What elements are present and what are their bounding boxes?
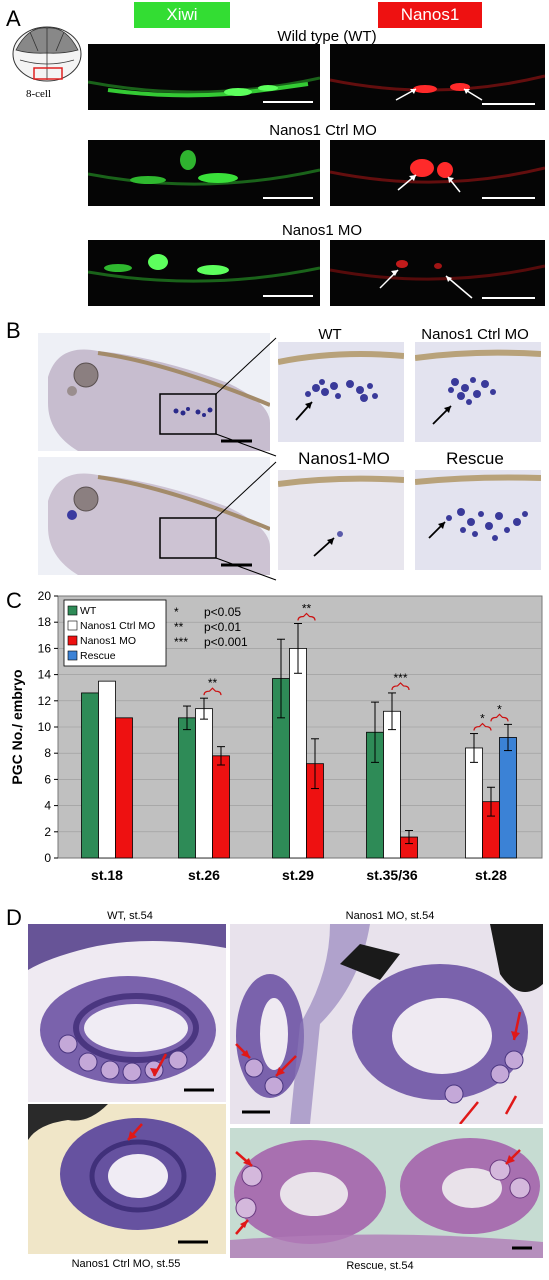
embryo-8cell-diagram [12,26,82,82]
zoom-ctrl-mo-image [415,342,541,442]
panel-d-label: D [6,905,22,930]
b-label-mo: Nanos1-MO [298,449,390,468]
significance-mark: *** [393,671,407,685]
nanos1-channel-label: Nanos1 [378,2,482,28]
d-caption-ctrl-mo: Nanos1 Ctrl MO, st.55 [71,1258,181,1270]
d-caption-wt: WT, st.54 [107,910,153,922]
b-label-wt: WT [318,326,342,343]
row-label-ctrl-mo: Nanos1 Ctrl MO [269,122,377,139]
significance-legend-symbol: ** [174,620,184,634]
significance-mark: ** [208,676,218,690]
histology-wt-image [28,924,226,1102]
nanos1-mo-image [330,240,545,306]
d-caption-rescue: Rescue, st.54 [346,1260,414,1272]
panel-c-label: C [6,588,22,613]
bar [212,755,230,859]
significance-legend-text: p<0.01 [204,620,241,634]
x-tick-label: st.28 [475,867,507,883]
nanos1-ctrl-mo-image [330,140,545,206]
significance-legend-symbol: * [174,605,179,619]
xiwi-mo-image [88,240,320,306]
significance-bracket [203,687,222,696]
bar [178,717,196,859]
xiwi-wt-image [88,44,320,110]
significance-bracket [490,713,509,722]
x-tick-label: st.29 [282,867,314,883]
histology-mo-image [230,924,543,1124]
bar [81,692,99,859]
legend-box [63,599,167,667]
bar [98,680,116,859]
legend-swatch [67,650,78,661]
tadpole-mo-image [38,457,270,575]
bar [195,708,213,859]
y-tick-label: 2 [44,825,51,839]
zoom-connector-lines [215,337,277,581]
d-caption-mo: Nanos1 MO, st.54 [345,910,435,922]
y-tick-label: 18 [38,615,52,629]
bar [499,737,517,859]
y-tick-label: 8 [44,746,51,760]
xiwi-ctrl-mo-image [88,140,320,206]
legend-label: Nanos1 Ctrl MO [80,620,155,632]
y-axis-label: PGC No./ embryo [9,669,25,784]
histology-ctrl-mo-image [28,1104,226,1254]
panel-b-label: B [6,318,21,343]
legend-label: Rescue [80,650,116,662]
significance-mark: ** [302,602,312,616]
bar [383,710,401,859]
significance-legend-text: p<0.05 [204,605,241,619]
row-label-wt: Wild type (WT) [277,28,377,45]
inset-label: 8-cell [26,88,52,100]
y-tick-label: 16 [38,641,52,655]
bar [465,747,483,859]
pgc-bar-chart: 0 2 4 6 8 10 12 14 16 18 20 PGC No./ embryo st.18 st.… [9,590,543,883]
y-tick-label: 6 [44,772,51,786]
panel-a-label: A [6,6,21,31]
significance-bracket [297,612,316,621]
bar [289,648,307,859]
y-tick-label: 20 [38,590,52,603]
row-label-mo: Nanos1 MO [281,222,363,239]
legend-swatch [67,635,78,646]
bar [115,717,133,859]
significance-bracket [473,722,492,731]
b-label-ctrl-mo: Nanos1 Ctrl MO [421,326,529,343]
x-tick-label: st.18 [91,867,123,883]
y-tick-label: 0 [44,851,51,865]
significance-legend-text: p<0.001 [204,635,248,649]
significance-mark: * [480,712,485,726]
tadpole-wt-image [38,333,270,451]
zoom-wt-image [278,342,404,442]
x-tick-label: st.35/36 [366,867,418,883]
significance-legend-symbol: *** [174,635,188,649]
y-tick-label: 14 [38,668,52,682]
legend-swatch [67,620,78,631]
zoom-rescue-image [415,470,541,570]
zoom-mo-image [278,470,404,570]
legend-swatch [67,605,78,616]
nanos1-wt-image [330,44,545,110]
histology-rescue-image [230,1128,543,1258]
b-label-rescue: Rescue [446,449,504,468]
x-tick-label: st.26 [188,867,220,883]
y-tick-label: 4 [44,799,51,813]
xiwi-channel-label: Xiwi [134,2,230,28]
legend-label: WT [80,605,97,617]
y-tick-label: 10 [38,720,52,734]
y-tick-label: 12 [38,694,52,708]
significance-mark: * [497,702,502,716]
significance-bracket [391,682,410,690]
legend-label: Nanos1 MO [80,635,136,647]
